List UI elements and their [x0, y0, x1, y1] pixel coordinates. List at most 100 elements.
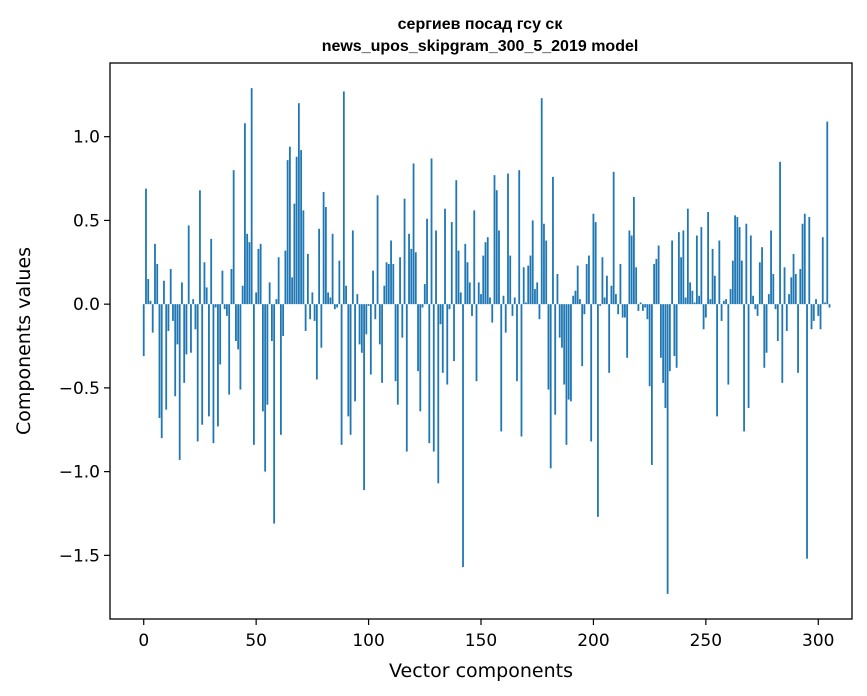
- bar: [428, 304, 431, 444]
- bar: [190, 304, 192, 353]
- bar: [731, 260, 734, 305]
- bar: [336, 304, 338, 308]
- bar: [745, 223, 748, 305]
- bar: [244, 123, 246, 305]
- bar: [673, 304, 676, 357]
- bar: [522, 267, 525, 305]
- bar: [747, 304, 750, 408]
- bar: [338, 260, 341, 305]
- bar: [637, 304, 640, 311]
- bar: [527, 265, 530, 305]
- bar: [799, 268, 802, 305]
- bar: [794, 274, 797, 305]
- bar: [711, 248, 714, 305]
- chart-title-line-1: сергиев посад гсу ск: [398, 16, 564, 33]
- bar: [194, 304, 197, 330]
- bar: [770, 230, 772, 305]
- bar: [761, 247, 763, 305]
- bar: [518, 170, 521, 305]
- bar: [270, 304, 273, 341]
- bar: [810, 304, 813, 330]
- bar: [293, 203, 296, 305]
- bar: [817, 304, 820, 316]
- bar: [277, 257, 280, 305]
- bar: [549, 304, 552, 469]
- bar: [525, 302, 527, 305]
- bar: [677, 232, 680, 305]
- bar: [226, 304, 228, 316]
- chart-title-line-2: news_upos_skipgram_300_5_2019 model: [322, 38, 639, 55]
- bar: [516, 304, 518, 382]
- bar: [311, 292, 314, 305]
- bar: [403, 198, 406, 305]
- bar: [455, 180, 458, 305]
- bar: [785, 304, 788, 331]
- bar: [432, 304, 435, 452]
- bar: [154, 243, 156, 305]
- bar: [700, 227, 703, 305]
- bar: [493, 175, 496, 305]
- bar: [304, 304, 307, 331]
- bar: [473, 210, 476, 305]
- bar: [196, 304, 199, 442]
- bar: [201, 304, 204, 425]
- bar: [248, 242, 251, 305]
- bar: [167, 304, 170, 331]
- bar: [426, 218, 428, 305]
- bar: [648, 304, 651, 387]
- bar: [421, 304, 424, 308]
- bar: [781, 304, 784, 383]
- bar: [217, 304, 219, 427]
- bar: [534, 289, 536, 305]
- bar: [752, 295, 754, 305]
- bar: [199, 190, 201, 305]
- bar: [772, 274, 775, 305]
- bar: [743, 304, 745, 432]
- bar: [477, 282, 480, 305]
- bar: [644, 304, 647, 308]
- bar: [599, 304, 602, 306]
- bar: [754, 304, 757, 310]
- bar: [322, 191, 325, 305]
- bar: [619, 263, 622, 305]
- bar: [635, 267, 638, 305]
- bar: [738, 227, 741, 305]
- bar: [174, 304, 177, 397]
- bar: [545, 240, 548, 305]
- y-tick-label: −1.5: [59, 546, 100, 566]
- bar: [826, 121, 829, 305]
- bar: [376, 195, 379, 305]
- bar: [695, 235, 698, 305]
- bar: [457, 250, 460, 305]
- bar: [628, 230, 631, 305]
- bar: [151, 304, 154, 333]
- bar: [502, 295, 505, 305]
- bar: [448, 304, 451, 310]
- bar: [333, 304, 336, 310]
- bar: [223, 304, 226, 310]
- bar: [828, 304, 831, 308]
- bar: [241, 285, 244, 305]
- bar: [716, 304, 718, 417]
- bar: [590, 304, 593, 442]
- x-axis-ticks: 0 50 100 150 200 250 300: [138, 619, 834, 651]
- bar: [306, 253, 309, 305]
- bar: [221, 270, 224, 305]
- bar: [556, 274, 559, 305]
- bar: [149, 300, 152, 305]
- bar: [160, 304, 163, 439]
- bar: [255, 292, 258, 305]
- bar: [720, 304, 723, 321]
- bar: [594, 222, 597, 305]
- bar: [603, 297, 606, 305]
- bar: [801, 223, 804, 305]
- bar: [520, 304, 523, 437]
- bar: [342, 91, 345, 305]
- bar: [615, 294, 617, 305]
- bar: [666, 304, 669, 594]
- bar: [682, 230, 685, 305]
- bar: [392, 263, 395, 305]
- y-tick-label: 1.0: [73, 128, 100, 148]
- bar: [399, 257, 401, 305]
- y-tick-label: −1.0: [59, 463, 100, 483]
